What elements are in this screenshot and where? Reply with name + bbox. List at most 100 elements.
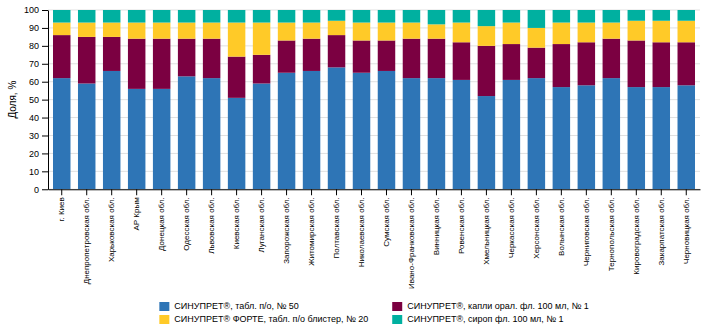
bar [178,23,195,39]
x-tick-label: Донецкая обл. [157,197,166,251]
legend-swatch [392,315,402,324]
bar [453,23,470,43]
x-tick-label: Ивано-Франковская обл. [407,197,416,289]
y-tick-mark [42,82,48,83]
legend-label: СИНУПРЕТ®, табл. п/о, № 50 [174,301,298,311]
y-tick-label: 40 [29,113,39,123]
x-tick-mark [311,189,312,195]
bar [53,35,70,78]
bar [128,39,145,89]
x-tick: Донецкая обл. [157,189,166,251]
y-axis-line [48,11,49,190]
x-tick-label: Волынская обл. [557,197,566,256]
y-tick-mark [42,171,48,172]
bar [328,35,345,67]
x-tick-mark [86,189,87,195]
x-tick-label: Житомирская обл. [307,197,316,266]
legend-label: СИНУПРЕТ®, сироп фл. 100 мл, № 1 [407,314,563,324]
bar [528,28,545,48]
x-tick-label: Ровенская обл. [457,197,466,254]
series-bars [53,35,695,98]
y-tick-mark [42,135,48,136]
bar [128,10,145,23]
legend-item: СИНУПРЕТ®, сироп фл. 100 мл, № 1 [392,314,563,324]
bar [653,87,670,189]
bar [478,26,495,46]
grid-line [48,81,700,82]
bar [578,23,595,43]
x-tick: Закарпатская обл. [657,189,666,265]
bar [78,10,95,23]
x-tick: Ровенская обл. [457,189,466,254]
y-tick-mark [42,153,48,154]
bar [253,83,270,189]
x-tick-label: Черкасская обл. [507,197,516,258]
x-tick: Полтавская обл. [332,189,341,258]
bar [103,23,120,37]
x-tick-mark [461,189,462,195]
x-tick-mark [136,189,137,195]
y-tick-label: 70 [29,59,39,69]
chart-container: 0102030405060708090100г. КиевДнепропетро… [0,0,715,331]
x-tick-mark [161,189,162,195]
bar [378,10,395,23]
y-tick: 80 [29,41,48,51]
y-tick-mark [42,100,48,101]
y-tick-mark [42,46,48,47]
bar [278,10,295,23]
bar [328,21,345,35]
bar [553,23,570,45]
bar [253,10,270,23]
x-tick-mark [536,189,537,195]
bar [303,23,320,39]
x-tick-label: Днепропетровская обл. [82,197,91,284]
legend-swatch [159,315,169,324]
x-tick: Волынская обл. [557,189,566,256]
bar [53,78,70,189]
y-tick-label: 10 [29,167,39,177]
chart-svg: 0102030405060708090100г. КиевДнепропетро… [0,0,715,331]
y-tick-mark [42,28,48,29]
y-tick: 70 [29,59,48,69]
y-tick-label: 60 [29,77,39,87]
x-tick-label: Хмельницкая обл. [482,197,491,265]
bar [678,21,695,43]
x-tick-mark [186,189,187,195]
bar [153,10,170,23]
bar [278,73,295,190]
x-tick: Одесская обл. [182,189,191,250]
x-tick: Ивано-Франковская обл. [407,189,416,289]
legend-label: СИНУПРЕТ®, капли орал. фл. 100 мл, № 1 [407,301,588,311]
x-axis: г. КиевДнепропетровская обл.Харьковская … [49,189,701,289]
y-tick-mark [42,10,48,11]
grid [48,10,700,189]
bar [103,71,120,189]
bar [553,10,570,23]
y-tick-label: 0 [34,185,39,195]
y-tick-label: 20 [29,149,39,159]
x-tick-label: Киевская обл. [232,197,241,249]
bar [103,37,120,71]
bar [403,78,420,189]
y-tick-label: 30 [29,131,39,141]
series-bars [53,21,695,57]
y-tick: 0 [34,185,48,195]
bar [503,10,520,23]
bar [553,87,570,189]
bar [353,10,370,23]
bar [653,42,670,87]
bar [78,23,95,37]
bar [678,42,695,85]
grid-line [48,171,700,172]
y-tick: 90 [29,23,48,33]
bar [228,98,245,189]
bar [278,23,295,41]
x-tick-mark [261,189,262,195]
bar [203,10,220,23]
bar [403,23,420,39]
x-tick-label: Херсонская обл. [532,197,541,258]
x-tick-label: Тернопольская обл. [607,197,616,271]
x-tick-mark [611,189,612,195]
bar [503,23,520,45]
x-tick-mark [511,189,512,195]
